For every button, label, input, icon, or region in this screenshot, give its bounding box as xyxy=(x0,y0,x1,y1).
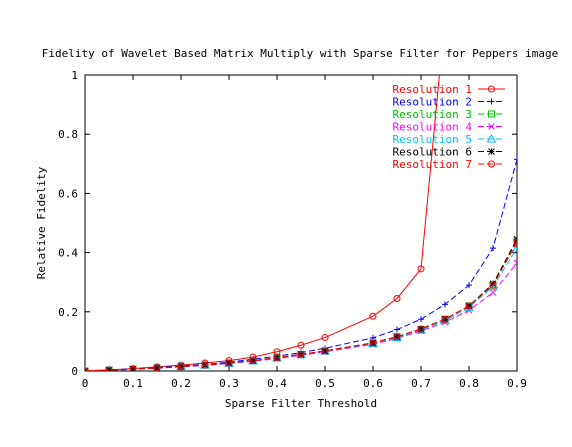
plot-frame xyxy=(84,74,518,372)
legend-label-2: Resolution 2 xyxy=(393,96,472,109)
y-tick-label: 1 xyxy=(71,69,78,82)
data-point xyxy=(489,289,497,296)
data-point xyxy=(489,281,497,289)
y-tick-label: 0.4 xyxy=(58,247,78,260)
data-point xyxy=(466,282,472,289)
data-point xyxy=(513,238,517,246)
data-point xyxy=(393,333,401,341)
x-tick-label: 0.7 xyxy=(411,377,431,390)
data-point xyxy=(225,359,233,367)
series-layer xyxy=(85,13,517,371)
legend-marker-7 xyxy=(488,160,495,168)
y-tick-label: 0.8 xyxy=(58,128,78,141)
series-1 xyxy=(85,13,448,371)
y-tick-label: 0.6 xyxy=(58,187,78,200)
data-point xyxy=(129,365,137,371)
x-tick-label: 0.6 xyxy=(363,377,383,390)
data-point xyxy=(489,280,497,288)
data-point xyxy=(177,363,185,370)
x-axis-label: Sparse Filter Threshold xyxy=(225,397,377,410)
series-7-line xyxy=(85,241,517,371)
plot-axes: 0 0.1 0.2 0.3 0.4 0.5 0.6 0.7 0.8 0.9 0 0.2 0.4 0.6 0.… xyxy=(58,69,527,390)
y-tick-label: 0.2 xyxy=(58,306,78,319)
x-tick-label: 0.9 xyxy=(507,377,527,390)
series-6 xyxy=(85,235,517,371)
data-point xyxy=(417,325,425,333)
data-point xyxy=(442,301,448,308)
data-point xyxy=(105,366,113,371)
x-tick-label: 0.5 xyxy=(315,377,335,390)
legend-marker-1 xyxy=(488,85,495,93)
data-point xyxy=(273,354,281,362)
data-point xyxy=(490,245,496,252)
legend-marker-4 xyxy=(488,123,495,130)
chart-title: Fidelity of Wavelet Based Matrix Multipl… xyxy=(42,47,559,60)
y-axis-label: Relative Fidelity xyxy=(35,166,48,279)
series-1-line xyxy=(85,75,440,371)
legend-label-6: Resolution 6 xyxy=(393,146,472,159)
data-point xyxy=(417,325,425,333)
data-point xyxy=(393,333,401,341)
data-point xyxy=(442,13,448,19)
data-point xyxy=(249,357,257,364)
legend-marker-2 xyxy=(488,98,495,105)
x-tick-label: 0.2 xyxy=(171,377,191,390)
data-point xyxy=(418,316,424,323)
x-tick-label: 0.4 xyxy=(267,377,287,390)
legend-marker-5 xyxy=(486,133,497,143)
data-point xyxy=(512,243,517,252)
legend-label-5: Resolution 5 xyxy=(393,133,472,146)
data-point xyxy=(177,363,185,371)
series-2-line xyxy=(85,159,517,371)
data-point xyxy=(441,315,449,323)
data-point xyxy=(393,294,401,302)
x-tick-label: 0 xyxy=(82,377,89,390)
legend-label-3: Resolution 3 xyxy=(393,108,472,121)
x-tick-label: 0.8 xyxy=(459,377,479,390)
data-point xyxy=(514,156,517,163)
data-point xyxy=(105,366,113,371)
data-point xyxy=(321,347,329,355)
data-point xyxy=(465,302,473,310)
data-point xyxy=(369,339,377,347)
data-point xyxy=(297,341,305,349)
legend-label-7: Resolution 7 xyxy=(393,158,472,171)
data-point xyxy=(153,364,161,371)
series-2 xyxy=(85,156,517,371)
data-point xyxy=(394,326,400,333)
legend-label-4: Resolution 4 xyxy=(393,121,473,134)
data-point xyxy=(369,312,377,320)
data-point xyxy=(321,347,329,355)
data-point xyxy=(417,265,425,273)
x-tick-label: 0.1 xyxy=(123,377,143,390)
y-tick-label: 0 xyxy=(71,365,78,378)
legend-marker-6 xyxy=(488,148,495,155)
legend-label-1: Resolution 1 xyxy=(393,83,472,96)
data-point xyxy=(321,334,329,342)
series-7 xyxy=(85,238,517,371)
data-point xyxy=(465,302,473,310)
data-point xyxy=(249,357,257,365)
data-point xyxy=(297,350,305,358)
legend-marker-3 xyxy=(488,110,495,118)
x-tick-label: 0.3 xyxy=(219,377,239,390)
data-point xyxy=(513,259,517,267)
data-point xyxy=(201,361,209,369)
